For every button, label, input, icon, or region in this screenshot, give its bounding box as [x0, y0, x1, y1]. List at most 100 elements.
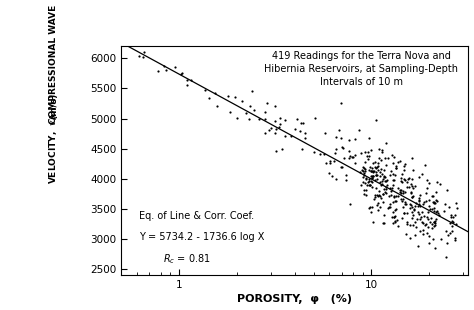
Text: Eq. of Line & Corr. Coef.: Eq. of Line & Corr. Coef. [139, 211, 254, 221]
Point [296, 129, 303, 134]
Point [361, 181, 369, 186]
Point [297, 121, 305, 126]
Point [372, 166, 380, 171]
Point [419, 228, 427, 232]
Point [397, 176, 404, 181]
Point [135, 53, 143, 58]
Point [446, 220, 454, 225]
Point [423, 177, 430, 182]
Point [408, 183, 416, 188]
Point [445, 205, 453, 210]
Point [422, 198, 429, 203]
Point [391, 214, 399, 219]
Point [390, 220, 397, 225]
Point [432, 209, 439, 214]
Point [367, 173, 375, 178]
Point [443, 240, 451, 245]
Point [379, 176, 386, 181]
Point [415, 196, 423, 201]
Point [365, 167, 373, 172]
Point [431, 200, 439, 205]
Point [392, 199, 400, 204]
Point [421, 163, 429, 168]
Point [430, 206, 438, 210]
Text: (m/s): (m/s) [49, 93, 58, 119]
Point [271, 118, 279, 123]
Point [398, 215, 406, 220]
Point [434, 210, 442, 215]
Point [366, 165, 374, 170]
Point [452, 201, 460, 206]
Point [367, 169, 375, 174]
Point [390, 215, 397, 220]
Point [433, 209, 440, 214]
Point [245, 116, 253, 121]
Point [374, 176, 381, 181]
Point [391, 172, 399, 177]
Point [368, 173, 376, 178]
Point [362, 166, 369, 171]
Point [432, 216, 439, 221]
Point [372, 173, 380, 178]
Point [428, 206, 436, 211]
Point [380, 175, 388, 180]
Point [380, 192, 387, 197]
Point [321, 131, 328, 136]
Point [427, 216, 435, 221]
Point [452, 237, 459, 242]
Point [447, 214, 455, 219]
Point [310, 150, 318, 155]
Point [387, 193, 395, 197]
Point [430, 224, 438, 229]
Point [417, 229, 424, 234]
Point [357, 183, 365, 188]
Point [316, 151, 324, 156]
Point [442, 228, 450, 233]
Point [402, 201, 410, 206]
Point [390, 183, 397, 188]
Point [374, 207, 382, 212]
Point [411, 204, 419, 209]
Point [346, 148, 353, 153]
Point [431, 222, 439, 227]
Point [429, 199, 437, 204]
Point [406, 176, 413, 181]
Point [397, 179, 405, 184]
Point [408, 194, 416, 199]
Point [400, 188, 407, 193]
Point [447, 213, 455, 218]
Point [381, 174, 388, 179]
Point [367, 179, 375, 184]
Point [211, 91, 219, 95]
Point [448, 224, 456, 229]
Point [365, 180, 372, 185]
Point [401, 200, 409, 205]
Point [440, 209, 447, 214]
Point [450, 214, 457, 219]
Point [366, 182, 374, 187]
Point [383, 140, 390, 145]
Point [374, 161, 382, 166]
Point [381, 179, 389, 184]
Point [346, 201, 354, 206]
Point [418, 171, 426, 176]
Point [360, 172, 368, 177]
Point [381, 190, 389, 195]
Point [415, 202, 423, 206]
Point [409, 213, 417, 218]
Point [261, 116, 268, 121]
Point [359, 180, 367, 185]
Point [385, 193, 393, 198]
Point [415, 198, 423, 203]
Point [430, 209, 438, 214]
Point [401, 190, 409, 195]
Point [386, 204, 394, 209]
Point [447, 231, 454, 236]
Point [425, 209, 432, 214]
Point [377, 180, 384, 185]
Point [378, 171, 385, 176]
Point [397, 190, 404, 195]
Point [416, 192, 424, 197]
Point [429, 237, 437, 242]
Point [448, 228, 456, 233]
